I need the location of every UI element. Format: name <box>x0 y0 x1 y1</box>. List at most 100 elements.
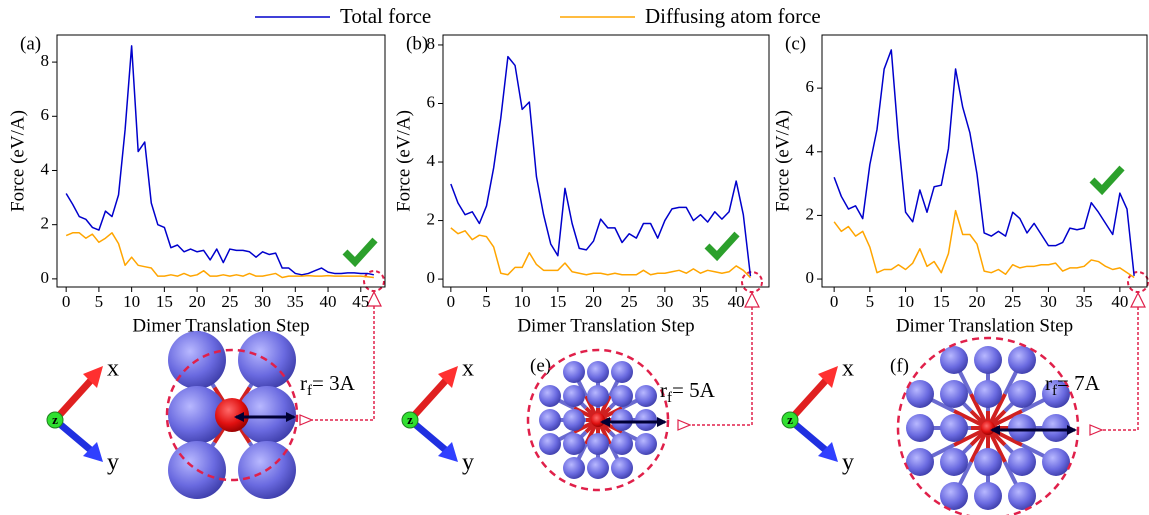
atom <box>940 414 968 442</box>
x-tick-label: 20 <box>585 292 602 311</box>
atom <box>974 346 1002 374</box>
panel-label: (b) <box>406 33 428 54</box>
atom <box>906 414 934 442</box>
atom <box>539 433 561 455</box>
x-tick-label: 40 <box>320 292 337 311</box>
x-tick-label: 30 <box>656 292 673 311</box>
axis-label-z: z <box>52 412 58 427</box>
x-tick-label: 5 <box>866 292 875 311</box>
x-tick-label: 20 <box>189 292 206 311</box>
pointer-arrow <box>690 307 752 425</box>
atom <box>940 380 968 408</box>
x-tick-label: 35 <box>287 292 304 311</box>
atom <box>1008 448 1036 476</box>
panel-label: (c) <box>785 33 806 54</box>
y-tick-label: 2 <box>806 204 815 223</box>
series-line <box>834 211 1134 278</box>
atom <box>974 380 1002 408</box>
x-tick-label: 15 <box>549 292 566 311</box>
atom <box>563 361 585 383</box>
panel-label: (a) <box>20 33 41 54</box>
x-tick-label: 15 <box>933 292 950 311</box>
y-tick-label: 4 <box>806 141 815 160</box>
atom <box>563 385 585 407</box>
y-tick-label: 4 <box>427 151 436 170</box>
y-tick-label: 6 <box>806 77 815 96</box>
highlight-circle <box>742 272 762 292</box>
atom <box>940 482 968 510</box>
atom <box>611 409 633 431</box>
diffusing-atom <box>215 398 249 432</box>
axis-label-y: y <box>842 450 854 476</box>
checkmark <box>345 240 375 262</box>
y-tick-label: 0 <box>427 268 436 287</box>
atom <box>539 409 561 431</box>
y-axis-label: Force (eV/A) <box>772 110 793 212</box>
atom <box>1042 414 1070 442</box>
x-tick-label: 30 <box>1040 292 1057 311</box>
radius-symbol: r <box>300 371 307 395</box>
x-tick-label: 45 <box>352 292 369 311</box>
y-tick-label: 0 <box>41 268 50 287</box>
x-tick-label: 20 <box>969 292 986 311</box>
y-tick-label: 2 <box>41 214 50 233</box>
arrow-head <box>1131 293 1145 307</box>
atom <box>563 409 585 431</box>
x-axis-label: Dimer Translation Step <box>517 315 694 336</box>
axis-label-x: x <box>462 356 474 382</box>
radius-value: = 7A <box>1057 371 1101 395</box>
x-tick-label: 0 <box>62 292 71 311</box>
y-tick-label: 6 <box>427 92 436 111</box>
atom <box>974 482 1002 510</box>
atom <box>611 385 633 407</box>
panel-label: (f) <box>890 355 909 376</box>
x-tick-label: 15 <box>156 292 173 311</box>
x-tick-label: 40 <box>1111 292 1128 311</box>
axis-label-x: x <box>842 356 854 382</box>
atom <box>974 448 1002 476</box>
atom <box>635 385 657 407</box>
x-tick-label: 35 <box>692 292 709 311</box>
checkmark <box>707 234 737 256</box>
atom <box>611 433 633 455</box>
axis-label-z: z <box>787 412 793 427</box>
atom <box>611 457 633 479</box>
series-line <box>66 46 374 275</box>
atom <box>1008 380 1036 408</box>
radius-value: = 5A <box>672 378 716 402</box>
atom <box>611 361 633 383</box>
structure-diagram: zxy(f)rf= 7A <box>782 338 1101 515</box>
x-axis-label: Dimer Translation Step <box>132 315 309 336</box>
x-tick-label: 0 <box>830 292 839 311</box>
atom <box>539 385 561 407</box>
x-tick-label: 10 <box>897 292 914 311</box>
atom <box>563 457 585 479</box>
axis-label-y: y <box>107 450 119 476</box>
x-tick-label: 10 <box>123 292 140 311</box>
atom <box>906 448 934 476</box>
pointer-arrow <box>312 306 374 420</box>
axis-label-z: z <box>407 412 413 427</box>
series-line <box>451 228 751 278</box>
x-tick-label: 25 <box>621 292 638 311</box>
atom <box>940 448 968 476</box>
y-axis-label: Force (eV/A) <box>7 110 28 212</box>
x-tick-label: 5 <box>482 292 491 311</box>
atom <box>563 433 585 455</box>
atom <box>1008 414 1036 442</box>
x-tick-label: 30 <box>254 292 271 311</box>
atom <box>1042 448 1070 476</box>
figure: Total force Diffusing atom force 0246805… <box>0 0 1149 515</box>
atom <box>635 409 657 431</box>
axis-label-y: y <box>462 450 474 476</box>
x-tick-label: 10 <box>514 292 531 311</box>
radius-symbol: r <box>660 378 667 402</box>
atom <box>587 385 609 407</box>
x-tick-label: 35 <box>1076 292 1093 311</box>
axis-label-x: x <box>107 356 119 382</box>
legend-label: Diffusing atom force <box>645 4 821 28</box>
atom <box>1008 482 1036 510</box>
y-axis-label: Force (eV/A) <box>393 110 414 212</box>
checkmark <box>1092 168 1122 190</box>
y-tick-label: 0 <box>806 268 815 287</box>
